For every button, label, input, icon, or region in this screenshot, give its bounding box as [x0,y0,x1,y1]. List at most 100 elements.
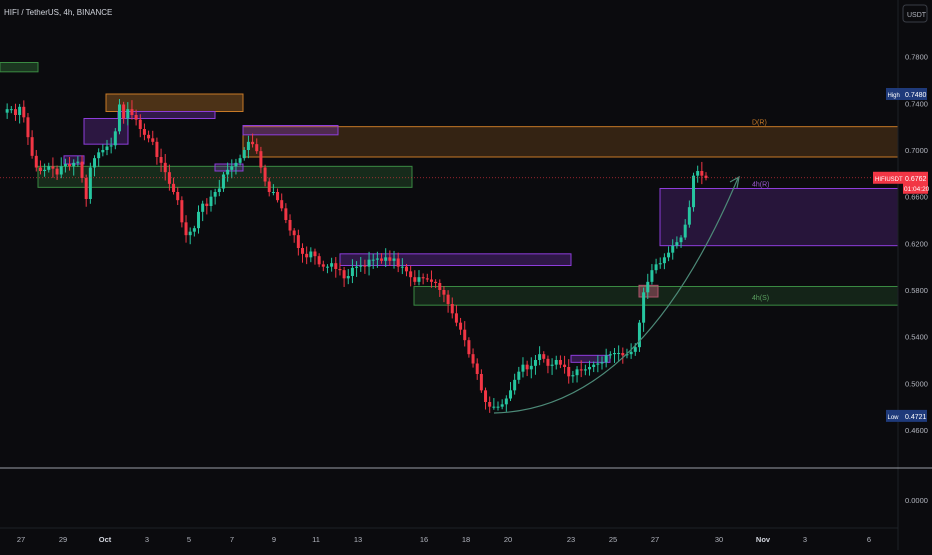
candle[interactable] [384,248,388,268]
candle[interactable] [5,103,9,119]
candle[interactable] [34,150,38,172]
candle[interactable] [604,348,608,368]
history-zone-purple-lower[interactable] [339,253,572,266]
candle[interactable] [488,396,492,413]
candle[interactable] [396,252,400,273]
candle[interactable] [271,184,275,196]
candle[interactable] [687,200,691,228]
candle[interactable] [454,305,458,327]
candle[interactable] [550,358,554,375]
candle[interactable] [105,139,109,156]
candle[interactable] [101,144,105,157]
candle[interactable] [484,387,488,410]
price-axis[interactable]: USDT 0.7800 0.7400 0.7000 0.6600 0.6200 0.5800… [873,0,930,550]
candle[interactable] [629,343,633,359]
candle[interactable] [696,165,700,183]
candle[interactable] [600,356,604,370]
candle[interactable] [679,235,683,248]
candle[interactable] [167,164,171,191]
candle[interactable] [425,273,429,282]
candle[interactable] [421,273,425,285]
candle[interactable] [571,370,575,383]
candle[interactable] [380,253,384,264]
candle[interactable] [30,130,34,159]
candle[interactable] [97,148,101,167]
candle[interactable] [159,148,163,172]
candle[interactable] [517,366,521,384]
history-zone-purple-small[interactable] [83,118,129,145]
candle[interactable] [68,156,72,171]
candle[interactable] [184,215,188,243]
candle[interactable] [375,251,379,268]
candle[interactable] [646,273,650,299]
candle[interactable] [417,270,421,286]
candle[interactable] [309,247,313,263]
candle[interactable] [188,227,192,245]
candle[interactable] [355,261,359,277]
candle[interactable] [93,155,97,177]
candle[interactable] [242,147,246,161]
candle[interactable] [192,225,196,237]
candle[interactable] [467,337,471,358]
candle[interactable] [155,137,159,165]
candle[interactable] [292,228,296,243]
candle[interactable] [588,360,592,376]
candle[interactable] [126,102,130,126]
candle[interactable] [533,354,537,375]
candle[interactable] [113,128,117,150]
candle[interactable] [392,250,396,269]
candle[interactable] [413,270,417,286]
candle[interactable] [151,130,155,146]
candle[interactable] [650,264,654,285]
history-zone-orange-top[interactable] [105,93,244,112]
candle[interactable] [704,172,708,181]
candle[interactable] [359,256,363,272]
candle[interactable] [18,103,22,124]
candle[interactable] [63,158,67,173]
candle[interactable] [654,258,658,274]
candle[interactable] [84,174,88,207]
candle[interactable] [596,355,600,373]
candle[interactable] [342,266,346,287]
candle[interactable] [504,395,508,412]
candle[interactable] [542,351,546,363]
candle[interactable] [301,243,305,263]
candle[interactable] [163,154,167,181]
candle[interactable] [471,348,475,368]
candle[interactable] [400,258,404,275]
candle[interactable] [72,159,76,176]
candle[interactable] [205,198,209,215]
candle[interactable] [334,257,338,278]
candle[interactable] [463,321,467,347]
candle[interactable] [492,398,496,410]
candle[interactable] [172,177,176,195]
candle[interactable] [142,123,146,141]
candle[interactable] [255,138,259,154]
candle[interactable] [350,259,354,284]
candle[interactable] [404,263,408,277]
history-zone-purple-bottom[interactable] [570,354,611,363]
candle[interactable] [43,163,47,177]
candle[interactable] [325,264,329,274]
candle[interactable] [88,162,92,204]
candle[interactable] [217,179,221,197]
candle[interactable] [538,346,542,366]
candle[interactable] [388,250,392,266]
candle[interactable] [558,355,562,369]
candle[interactable] [346,269,350,285]
candle[interactable] [138,114,142,138]
candle[interactable] [446,290,450,313]
candle[interactable] [38,160,42,175]
candle[interactable] [246,135,250,159]
candle[interactable] [288,214,292,236]
candle[interactable] [209,190,213,212]
candle[interactable] [554,355,558,370]
candle[interactable] [76,156,80,167]
candle[interactable] [508,382,512,402]
candle[interactable] [221,171,225,192]
candle[interactable] [438,279,442,297]
candle[interactable] [80,155,84,183]
candle[interactable] [47,162,51,173]
candle[interactable] [51,157,55,178]
candle[interactable] [475,358,479,380]
